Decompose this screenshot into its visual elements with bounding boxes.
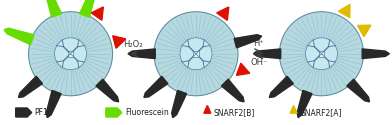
Polygon shape [362,49,389,59]
Polygon shape [144,76,168,98]
Polygon shape [128,49,155,59]
Polygon shape [172,90,187,118]
Polygon shape [297,90,312,118]
Text: H⁺: H⁺ [253,39,264,48]
Polygon shape [4,28,34,45]
Polygon shape [91,7,103,20]
Circle shape [54,38,87,70]
Polygon shape [106,108,122,117]
Text: PF1: PF1 [34,108,49,117]
Polygon shape [254,49,281,59]
Polygon shape [96,79,119,102]
Text: Fluorescein: Fluorescein [125,108,169,117]
Circle shape [305,38,338,70]
Circle shape [279,12,363,96]
Polygon shape [319,51,324,57]
Polygon shape [358,25,371,37]
Polygon shape [80,0,96,17]
Polygon shape [269,76,293,98]
Polygon shape [193,51,199,57]
Polygon shape [347,79,370,102]
Polygon shape [45,0,62,17]
Polygon shape [234,35,262,48]
Polygon shape [16,108,32,117]
Polygon shape [204,106,211,113]
Text: OH⁻: OH⁻ [250,58,267,67]
Polygon shape [236,63,250,75]
Polygon shape [68,51,73,57]
Polygon shape [339,4,350,18]
Polygon shape [290,106,297,113]
Polygon shape [217,7,229,20]
Polygon shape [113,36,126,48]
Circle shape [180,38,212,70]
Circle shape [154,12,238,96]
Text: H₂O₂: H₂O₂ [123,40,143,49]
Text: SNARF2[B]: SNARF2[B] [214,108,255,117]
Polygon shape [18,76,42,98]
Polygon shape [221,79,244,102]
Text: SNARF2[A]: SNARF2[A] [300,108,341,117]
Polygon shape [46,90,61,118]
Circle shape [29,12,113,96]
